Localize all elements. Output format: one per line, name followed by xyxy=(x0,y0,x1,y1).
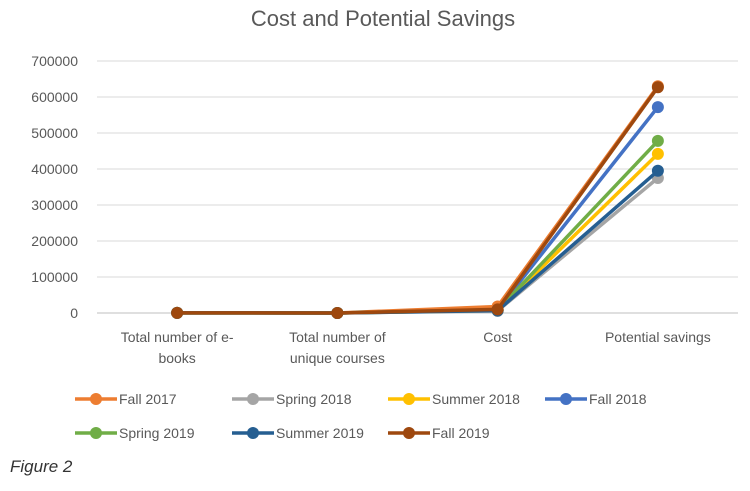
series-line xyxy=(177,105,660,315)
legend-label: Spring 2018 xyxy=(276,391,352,407)
data-point xyxy=(331,306,344,319)
legend-swatch-marker xyxy=(247,427,259,439)
data-point xyxy=(651,134,664,147)
y-tick-label: 300000 xyxy=(31,197,78,213)
x-tick-label: Total number of e-books xyxy=(121,329,234,366)
y-tick-label: 600000 xyxy=(31,89,78,105)
legend-swatch-marker xyxy=(247,393,259,405)
x-tick-label: Total number of unique courses xyxy=(289,329,386,366)
x-tick-label: Cost xyxy=(483,329,512,345)
y-axis: 0 100000 200000 300000 400000 500000 600000 700… xyxy=(31,53,78,321)
legend-label: Summer 2019 xyxy=(276,425,364,441)
data-point xyxy=(651,164,664,177)
series-lines xyxy=(171,80,664,319)
series-line xyxy=(177,86,660,315)
figure-caption: Figure 2 xyxy=(10,457,73,476)
data-point xyxy=(651,101,664,114)
legend-swatch-marker xyxy=(403,393,415,405)
y-tick-label: 500000 xyxy=(31,125,78,141)
y-tick-label: 400000 xyxy=(31,161,78,177)
legend-label: Summer 2018 xyxy=(432,391,520,407)
y-tick-label: 100000 xyxy=(31,269,78,285)
legend-swatch-marker xyxy=(560,393,572,405)
legend-swatch-marker xyxy=(403,427,415,439)
legend-label: Fall 2017 xyxy=(119,391,177,407)
data-point xyxy=(651,81,664,94)
y-tick-label: 200000 xyxy=(31,233,78,249)
x-axis: Total number of e-books Total number of un… xyxy=(121,329,711,366)
data-point xyxy=(651,147,664,160)
legend-label: Spring 2019 xyxy=(119,425,195,441)
x-tick-label: Potential savings xyxy=(605,329,711,345)
series-line xyxy=(177,169,660,315)
gridlines xyxy=(97,60,738,314)
legend-swatch-marker xyxy=(90,393,102,405)
chart-title: Cost and Potential Savings xyxy=(251,6,515,31)
y-tick-label: 700000 xyxy=(31,53,78,69)
data-point xyxy=(171,306,184,319)
series-line xyxy=(177,139,660,315)
legend-label: Fall 2018 xyxy=(589,391,647,407)
legend-swatch-marker xyxy=(90,427,102,439)
data-point xyxy=(491,303,504,316)
legend-label: Fall 2019 xyxy=(432,425,490,441)
y-tick-label: 0 xyxy=(70,305,78,321)
legend: Fall 2017 Spring 2018 Summer 2018 Fall 2018… xyxy=(75,391,647,441)
